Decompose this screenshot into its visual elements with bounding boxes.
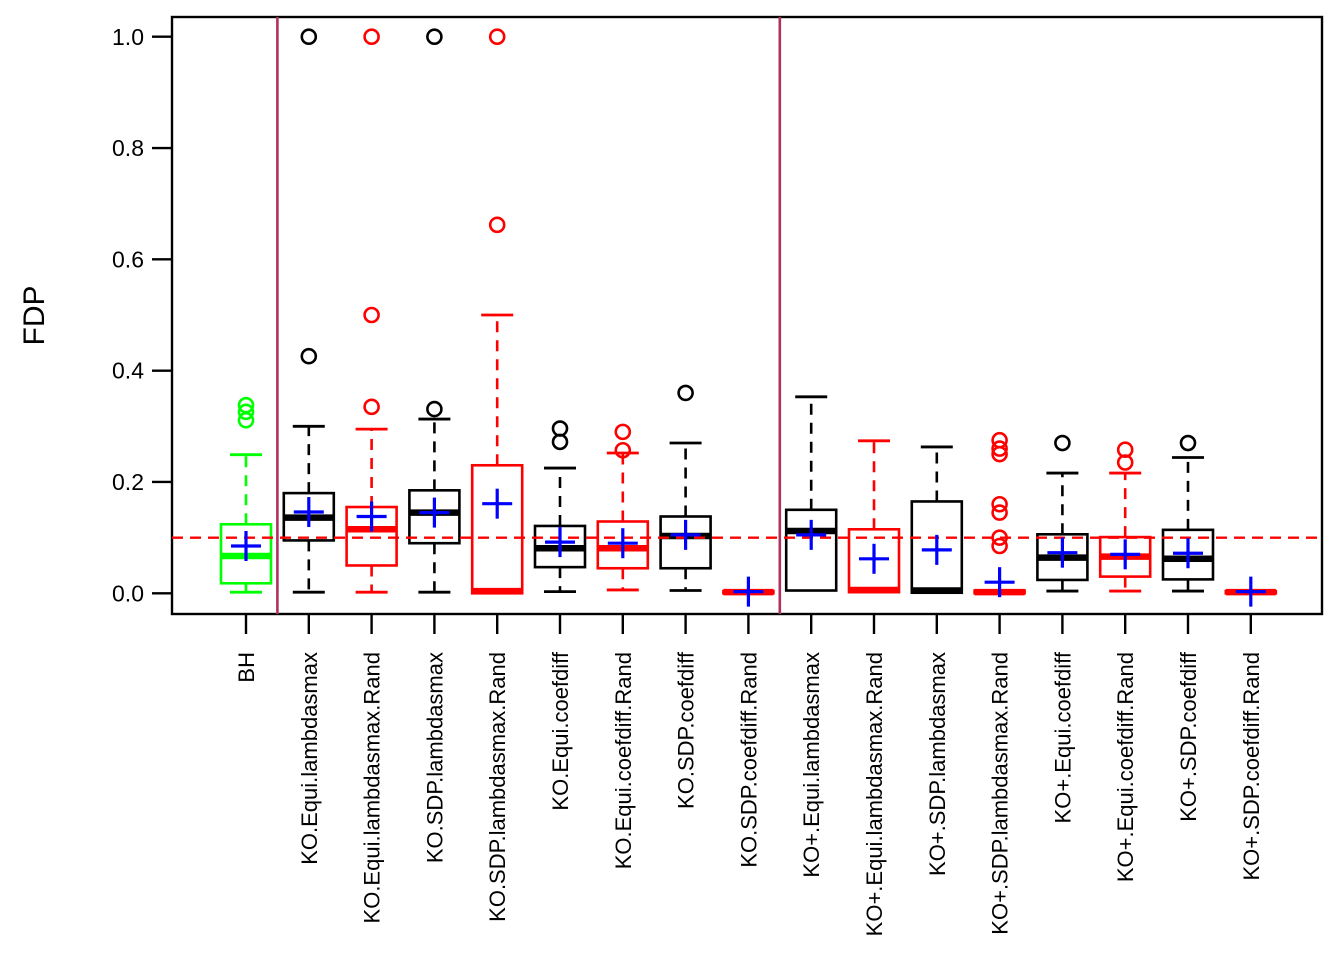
outlier-point	[300, 347, 318, 365]
outlier-point	[426, 400, 443, 418]
outlier-point	[488, 28, 506, 46]
box-KO+.SDP.coefdiff	[1161, 456, 1215, 593]
x-axis-label-KO+.Equi.coefdiff.Rand: KO+.Equi.coefdiff.Rand	[1113, 652, 1138, 882]
mean-marker	[356, 501, 387, 532]
x-axis-label-KO.SDP.coefdiff.Rand: KO.SDP.coefdiff.Rand	[736, 652, 761, 868]
y-axis-tick-label: 0.8	[112, 135, 144, 161]
mean-marker	[984, 567, 1015, 598]
x-axis-label-KO+.SDP.lambdasmax: KO+.SDP.lambdasmax	[925, 652, 950, 876]
box-BH	[219, 453, 273, 594]
outlier-point	[677, 384, 694, 402]
outlier-point	[237, 396, 255, 414]
x-axis-label-KO.Equi.lambdasmax.Rand: KO.Equi.lambdasmax.Rand	[360, 652, 385, 923]
plot-border	[170, 15, 1324, 616]
y-axis-tick-label: 0.4	[112, 358, 144, 384]
mean-marker	[607, 528, 638, 559]
y-axis-tick-label: 0.2	[112, 469, 144, 495]
outlier-point	[614, 441, 632, 459]
mean-marker	[1047, 537, 1078, 568]
box-KO.SDP.lambdasmax.Rand	[470, 313, 524, 595]
y-axis-tick-label: 0.0	[112, 580, 144, 606]
outlier-point	[991, 495, 1008, 513]
x-axis-label-KO.Equi.lambdasmax: KO.Equi.lambdasmax	[297, 652, 322, 865]
y-axis-tick-label: 0.6	[112, 246, 144, 272]
mean-marker	[733, 576, 764, 607]
outlier-point	[363, 28, 380, 46]
mean-marker	[419, 497, 450, 528]
outlier-point	[991, 537, 1008, 555]
mean-marker	[293, 497, 324, 528]
outlier-point	[991, 431, 1008, 449]
x-axis-label-KO+.SDP.coefdiff: KO+.SDP.coefdiff	[1176, 651, 1201, 822]
outlier-point	[1179, 434, 1197, 452]
mean-marker	[545, 527, 575, 558]
x-axis-label-KO+.SDP.lambdasmax.Rand: KO+.SDP.lambdasmax.Rand	[988, 652, 1013, 935]
x-axis-label-KO.SDP.coefdiff: KO.SDP.coefdiff	[674, 651, 699, 809]
outlier-point	[551, 433, 569, 451]
x-axis-label-KO+.SDP.coefdiff.Rand: KO+.SDP.coefdiff.Rand	[1239, 652, 1264, 881]
x-axis-label-KO.SDP.lambdasmax: KO.SDP.lambdasmax	[422, 652, 447, 863]
outlier-point	[363, 398, 380, 416]
mean-marker	[796, 519, 827, 550]
outlier-point	[614, 423, 632, 441]
mean-marker	[1235, 576, 1266, 607]
mean-marker	[1173, 538, 1203, 569]
x-axis-label-KO.SDP.lambdasmax.Rand: KO.SDP.lambdasmax.Rand	[485, 652, 510, 922]
box-KO.SDP.coefdiff	[659, 441, 712, 592]
box-KO+.SDP.lambdasmax	[910, 445, 964, 595]
x-axis-label-KO+.Equi.lambdasmax.Rand: KO+.Equi.lambdasmax.Rand	[862, 652, 887, 936]
outlier-point	[991, 529, 1008, 546]
box-KO+.Equi.coefdiff.Rand	[1098, 471, 1152, 593]
x-axis-label-KO+.Equi.lambdasmax: KO+.Equi.lambdasmax	[799, 652, 824, 878]
outlier-point	[1116, 441, 1134, 458]
box-KO+.Equi.lambdasmax	[784, 395, 838, 592]
y-axis-tick-label: 1.0	[112, 24, 144, 50]
x-axis-label-KO+.Equi.coefdiff: KO+.Equi.coefdiff	[1050, 651, 1075, 823]
outlier-point	[426, 28, 443, 46]
mean-marker	[231, 530, 261, 561]
outlier-point	[488, 216, 506, 234]
x-axis-label-KO.Equi.coefdiff.Rand: KO.Equi.coefdiff.Rand	[611, 652, 636, 869]
outlier-point	[991, 504, 1008, 521]
mean-marker	[859, 543, 889, 574]
outlier-point	[363, 306, 380, 324]
outlier-point	[1054, 434, 1071, 452]
outlier-point	[300, 28, 318, 46]
box-KO.Equi.lambdasmax	[282, 424, 336, 594]
box-KO+.Equi.coefdiff	[1036, 471, 1089, 593]
box-KO.Equi.coefdiff.Rand	[596, 451, 650, 592]
mean-marker	[482, 488, 513, 519]
x-axis-label-KO.Equi.coefdiff: KO.Equi.coefdiff	[548, 651, 573, 810]
mean-marker	[921, 534, 952, 565]
mean-marker	[1110, 539, 1141, 570]
y-axis-title: FDP	[18, 286, 51, 346]
mean-marker	[670, 519, 701, 550]
outlier-point	[991, 440, 1008, 457]
outlier-point	[551, 420, 569, 437]
outlier-point	[237, 403, 255, 421]
x-axis-label-BH: BH	[234, 652, 259, 683]
iqr-box	[470, 463, 524, 595]
